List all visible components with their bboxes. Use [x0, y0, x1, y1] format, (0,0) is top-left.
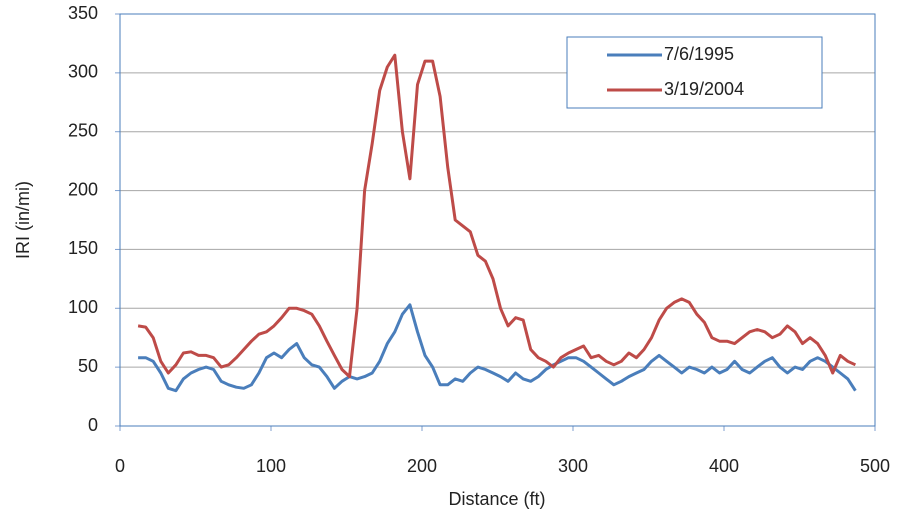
legend-box [566, 36, 823, 109]
x-tick-label: 400 [709, 456, 739, 476]
y-tick-label: 50 [78, 356, 98, 376]
data-line [138, 303, 857, 393]
y-tick-label: 200 [68, 179, 98, 199]
y-tick-label: 150 [68, 238, 98, 258]
x-axis-label: Distance (ft) [448, 489, 545, 509]
x-tick-label: 500 [860, 456, 890, 476]
y-tick-label: 250 [68, 120, 98, 140]
x-tick-label: 0 [115, 456, 125, 476]
legend-label: 3/19/2004 [664, 79, 744, 99]
y-tick-label: 100 [68, 297, 98, 317]
y-tick-label: 350 [68, 3, 98, 23]
legend-label: 7/6/1995 [664, 44, 734, 64]
x-tick-label: 300 [558, 456, 588, 476]
y-axis-label: IRI (in/mi) [13, 181, 33, 259]
plot-frame [119, 13, 876, 427]
y-tick-label: 300 [68, 62, 98, 82]
data-line [137, 53, 857, 379]
x-tick-label: 200 [407, 456, 437, 476]
x-tick-label: 100 [256, 456, 286, 476]
y-tick-label: 0 [88, 415, 98, 435]
